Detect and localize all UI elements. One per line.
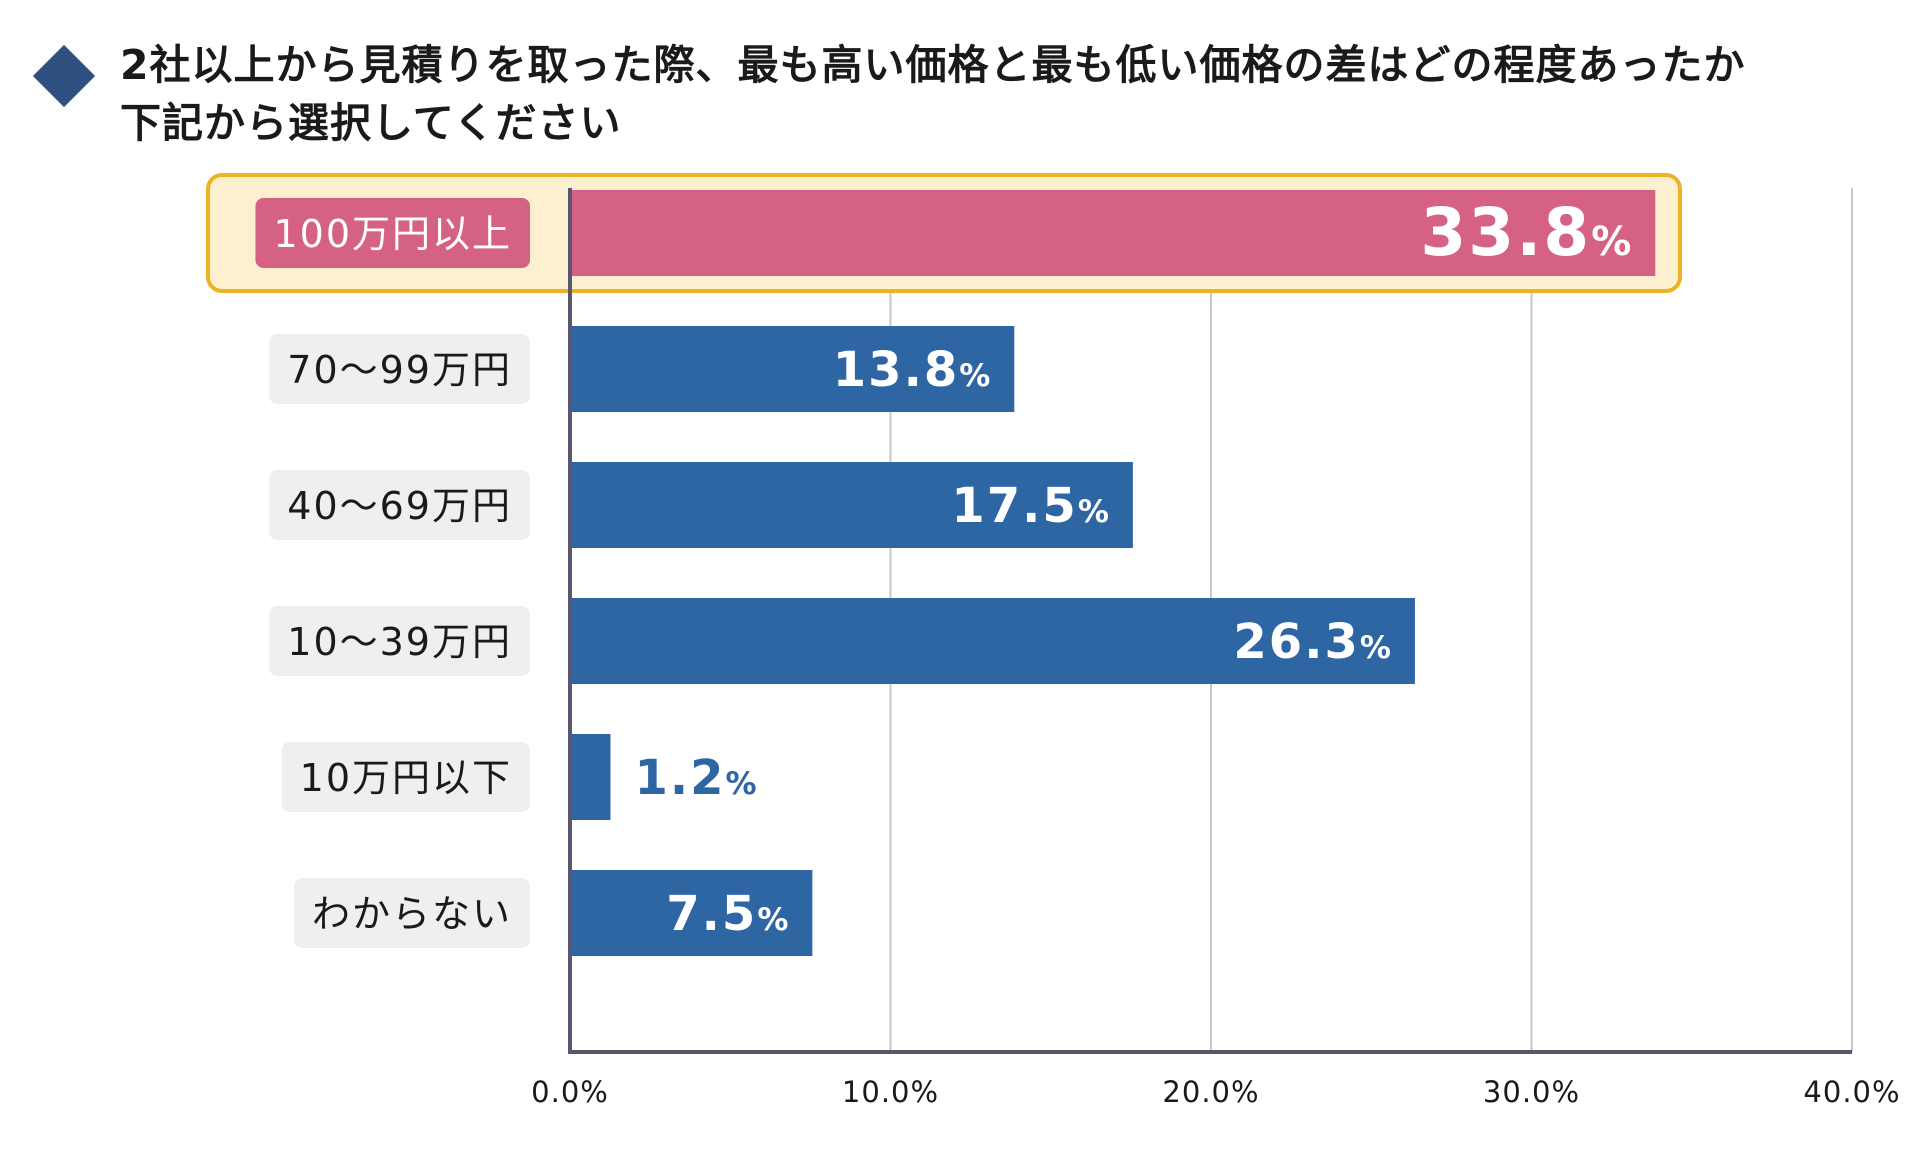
x-tick-label-40: 40.0% [1803,1075,1900,1109]
category-label-4: 10万円以下 [300,756,512,800]
value-percent-2: % [1078,494,1111,530]
value-number-5: 7.5 [666,886,757,942]
value-percent-4: % [725,766,758,802]
chart-title-line-1: 2社以上から見積りを取った際、最も高い価格と最も低い価格の差はどの程度あったか [120,41,1746,89]
x-tick-label-0: 0.0% [531,1075,609,1109]
category-label-3: 10〜39万円 [287,620,512,664]
category-label-bg-1 [269,334,530,404]
category-label-0: 100万円以上 [273,212,512,256]
bar-4 [572,734,611,820]
x-tick-label-30: 30.0% [1483,1075,1580,1109]
value-label-0: 33.8% [1420,194,1633,271]
bar-3 [572,598,1415,684]
bar-2 [572,462,1133,548]
bar-5 [572,870,813,956]
category-label-5: わからない [312,892,512,936]
value-percent-1: % [959,358,992,394]
value-number-0: 33.8 [1420,194,1591,271]
value-label-1: 13.8% [833,342,993,398]
value-percent-5: % [757,902,790,938]
category-label-bg-0 [255,198,530,268]
chart-title: 2社以上から見積りを取った際、最も高い価格と最も低い価格の差はどの程度あったか … [120,36,1900,152]
bar-0 [572,190,1656,276]
bars [572,190,1656,956]
x-tick-label-10: 10.0% [842,1075,939,1109]
category-label-1: 70〜99万円 [287,348,512,392]
value-labels: 33.8%13.8%17.5%26.3%1.2%7.5% [634,194,1633,942]
category-label-bg-2 [269,470,530,540]
axes [568,188,1852,1054]
value-number-2: 17.5 [951,478,1077,534]
value-label-4: 1.2% [634,750,758,806]
value-label-2: 17.5% [951,478,1111,534]
value-number-4: 1.2 [634,750,725,806]
category-label-bg-3 [269,606,530,676]
category-label-bg-4 [281,742,530,812]
category-label-2: 40〜69万円 [287,484,512,528]
value-label-5: 7.5% [666,886,790,942]
value-percent-0: % [1591,219,1633,265]
value-number-1: 13.8 [833,342,959,398]
value-label-3: 26.3% [1233,614,1393,670]
bar-1 [572,326,1015,412]
chart-title-line-2: 下記から選択してください [120,99,622,147]
x-tick-labels: 0.0% 10.0% 20.0% 30.0% 40.0% [531,1075,1900,1109]
value-percent-3: % [1360,630,1393,666]
category-label-bg-5 [293,878,530,948]
value-number-3: 26.3 [1233,614,1359,670]
chart-header: 2社以上から見積りを取った際、最も高い価格と最も低い価格の差はどの程度あったか … [30,30,1910,150]
x-tick-label-20: 20.0% [1162,1075,1259,1109]
